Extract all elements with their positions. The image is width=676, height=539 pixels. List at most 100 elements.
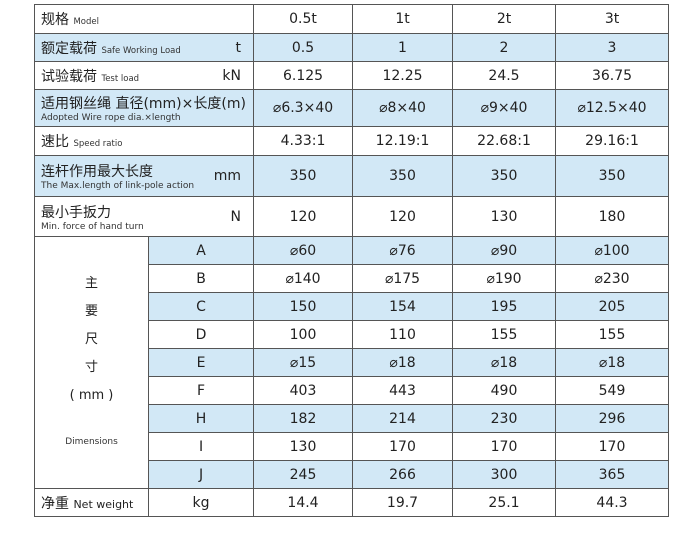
value-cell: 170 <box>352 432 454 461</box>
value-cell: 180 <box>555 196 670 237</box>
value-cell: ⌀76 <box>352 236 454 265</box>
dimensions-label-en: Dimensions <box>65 436 118 447</box>
specification-table: 规格 Model 0.5t 1t 2t 3t 额定载荷 Safe Working… <box>33 4 670 517</box>
value-cell: 300 <box>452 460 557 489</box>
value-cell: ⌀175 <box>352 264 454 293</box>
label-en: Adopted Wire rope dia.×length <box>41 113 181 123</box>
value-cell: 100 <box>253 320 354 349</box>
value-cell: 296 <box>555 404 670 433</box>
dimension-key: D <box>147 320 255 349</box>
spec-row: 最小手扳力 Min. force of hand turn N 120 120 130 18… <box>33 196 670 237</box>
value-cell: ⌀140 <box>253 264 354 293</box>
value-cell: ⌀18 <box>452 348 557 377</box>
dimension-key: I <box>147 432 255 461</box>
value-cell: 549 <box>555 376 670 405</box>
value-cell: ⌀18 <box>555 348 670 377</box>
label-en: Min. force of hand turn <box>41 221 144 232</box>
value-cell: 403 <box>253 376 354 405</box>
unit-label: mm <box>213 168 242 184</box>
value-cell: ⌀18 <box>352 348 454 377</box>
dimension-row: D 100 110 155 155 <box>35 320 670 349</box>
value-cell: 170 <box>452 432 557 461</box>
row-label: 适用钢丝绳 直径(mm)×长度(m) Adopted Wire rope dia.… <box>33 89 255 127</box>
value-cell: ⌀230 <box>555 264 670 293</box>
model-cell: 3t <box>555 4 670 34</box>
dimension-key: C <box>147 292 255 321</box>
header-label: 规格 Model <box>33 4 255 34</box>
label-zh: 连杆作用最大长度 <box>41 164 153 180</box>
value-cell: 195 <box>452 292 557 321</box>
spec-row: 试验载荷 Test load kN 6.125 12.25 24.5 36.75 <box>33 61 670 90</box>
label-zh: 试验载荷 <box>41 68 97 85</box>
value-cell: ⌀100 <box>555 236 670 265</box>
row-label: 速比 Speed ratio <box>33 126 255 156</box>
unit-label: N <box>230 208 242 225</box>
value-cell: 120 <box>253 196 354 237</box>
value-cell: 150 <box>253 292 354 321</box>
value-cell: 205 <box>555 292 670 321</box>
model-cell: 1t <box>352 4 454 34</box>
value-cell: 4.33:1 <box>253 126 354 156</box>
value-cell: 350 <box>253 155 354 197</box>
dimension-row: H 182 214 230 296 <box>35 404 670 433</box>
label-zh: 速比 <box>41 134 69 150</box>
value-cell: 12.19:1 <box>352 126 454 156</box>
dimensions-label-char: ( mm ) <box>69 387 114 403</box>
model-cell: 0.5t <box>253 4 354 34</box>
value-cell: 12.25 <box>352 61 454 90</box>
value-cell: 36.75 <box>555 61 670 90</box>
dimension-row: E ⌀15 ⌀18 ⌀18 ⌀18 <box>35 348 670 377</box>
dimension-key: J <box>147 460 255 489</box>
value-cell: 130 <box>253 432 354 461</box>
dimensions-label-char: 尺 <box>84 331 98 347</box>
net-weight-label: 净重 Net weight <box>34 488 149 517</box>
value-cell: 25.1 <box>452 488 557 517</box>
net-weight-row: 净重 Net weight kg 14.4 19.7 25.1 44.3 <box>34 488 670 517</box>
dimension-row: F 403 443 490 549 <box>35 376 670 405</box>
value-cell: ⌀60 <box>253 236 354 265</box>
value-cell: 110 <box>352 320 454 349</box>
value-cell: 2 <box>452 33 557 62</box>
value-cell: ⌀9×40 <box>452 89 557 127</box>
value-cell: 24.5 <box>452 61 557 90</box>
value-cell: 266 <box>352 460 454 489</box>
unit-label: kN <box>222 67 242 84</box>
value-cell: 6.125 <box>253 61 354 90</box>
label-en: The Max.length of link-pole action <box>41 181 195 191</box>
label-zh: 额定载荷 <box>41 40 97 57</box>
value-cell: 490 <box>452 376 557 405</box>
value-cell: ⌀6.3×40 <box>253 89 354 127</box>
value-cell: 14.4 <box>253 488 354 517</box>
unit-label: t <box>235 39 242 56</box>
label-en: Speed ratio <box>73 139 123 149</box>
value-cell: 365 <box>555 460 670 489</box>
value-cell: 155 <box>555 320 670 349</box>
value-cell: 0.5 <box>253 33 354 62</box>
row-label: 最小手扳力 Min. force of hand turn N <box>33 196 255 237</box>
dimension-key: A <box>147 236 255 265</box>
label-en: Safe Working Load <box>101 45 181 56</box>
value-cell: 44.3 <box>555 488 670 517</box>
spec-row: 适用钢丝绳 直径(mm)×长度(m) Adopted Wire rope dia.… <box>33 89 670 127</box>
value-cell: 19.7 <box>352 488 454 517</box>
dimensions-label-char: 主 <box>84 275 98 291</box>
dimension-key: E <box>147 348 255 377</box>
spec-row: 连杆作用最大长度 The Max.length of link-pole acti… <box>33 155 670 197</box>
dimension-row: J 245 266 300 365 <box>35 460 670 489</box>
value-cell: 230 <box>452 404 557 433</box>
value-cell: 350 <box>352 155 454 197</box>
dimensions-label: 主要尺寸 ( mm ) Dimensions <box>34 236 149 489</box>
value-cell: 214 <box>352 404 454 433</box>
spec-row: 速比 Speed ratio 4.33:1 12.19:1 22.68:1 29.16:… <box>33 126 670 156</box>
spec-row: 额定载荷 Safe Working Load t 0.5 1 2 3 <box>33 33 670 62</box>
value-cell: ⌀90 <box>452 236 557 265</box>
row-label: 连杆作用最大长度 The Max.length of link-pole acti… <box>33 155 255 197</box>
value-cell: ⌀15 <box>253 348 354 377</box>
value-cell: 120 <box>352 196 454 237</box>
dimension-key: F <box>147 376 255 405</box>
dimension-row: B ⌀140 ⌀175 ⌀190 ⌀230 <box>35 264 670 293</box>
dimensions-label-char: 要 <box>84 303 98 319</box>
model-cell: 2t <box>452 4 557 34</box>
value-cell: 155 <box>452 320 557 349</box>
value-cell: 154 <box>352 292 454 321</box>
